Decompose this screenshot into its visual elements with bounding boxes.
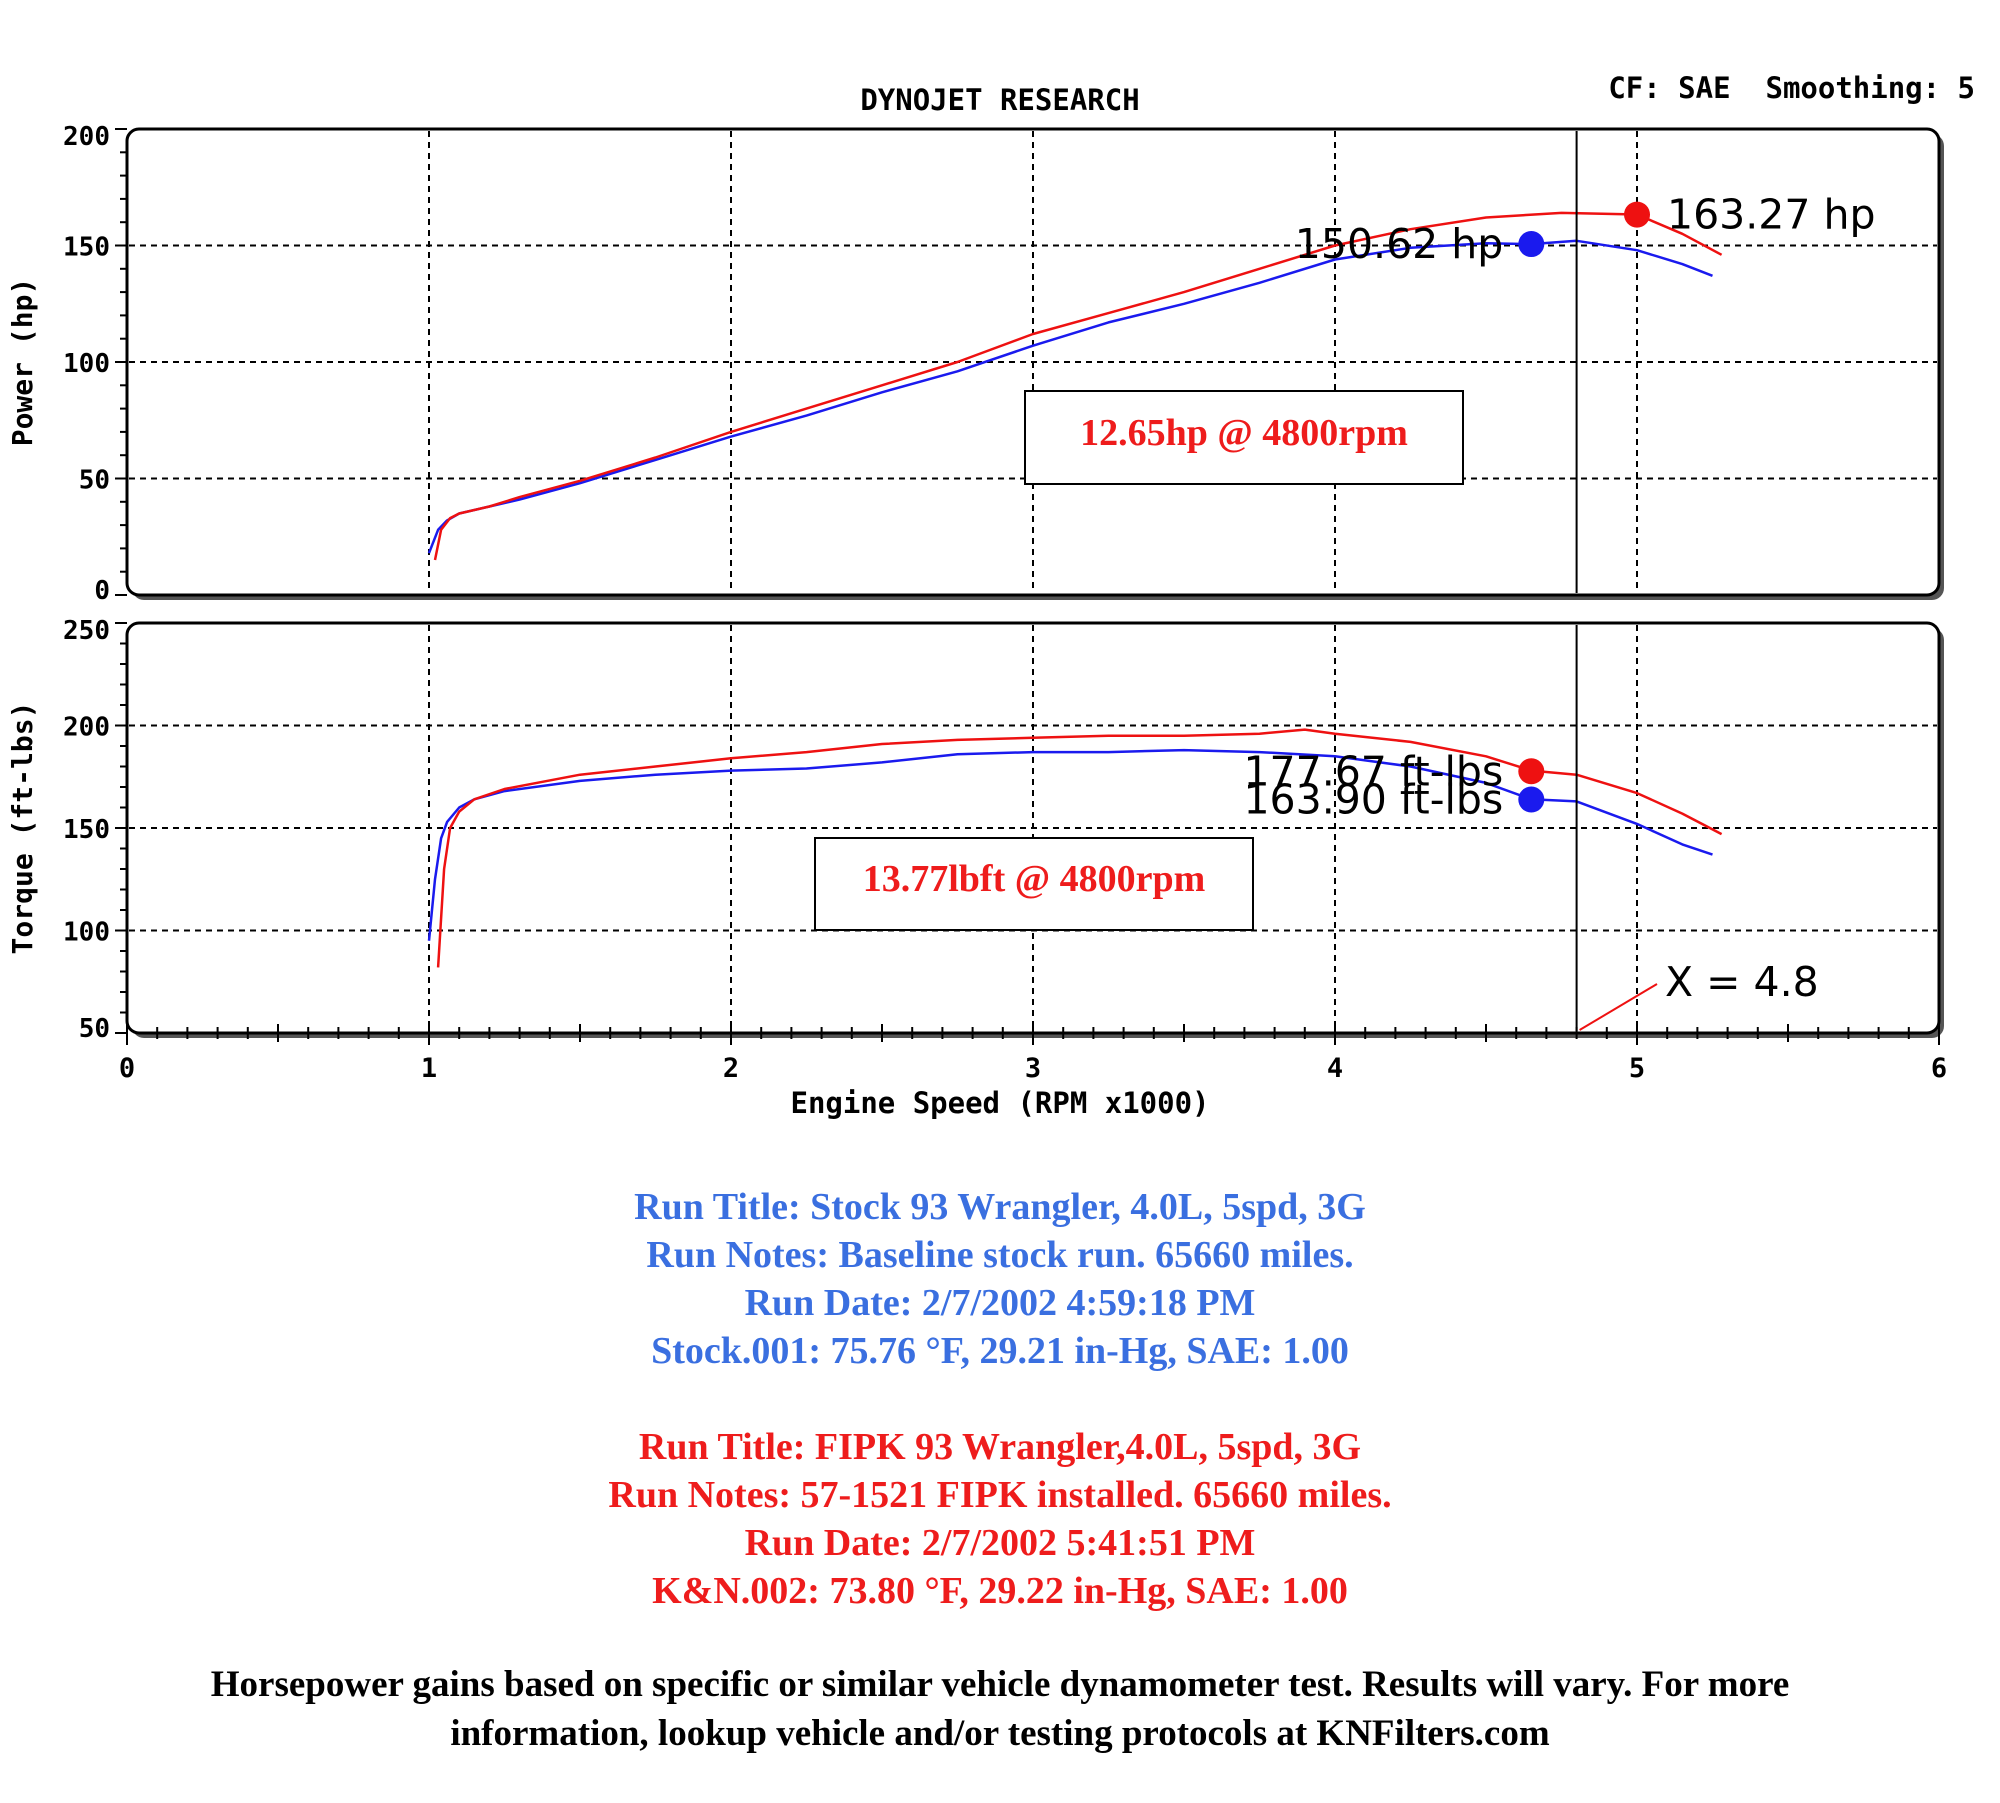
stock-run-title: Run Title: Stock 93 Wrangler, 4.0L, 5spd…	[634, 1186, 1366, 1228]
chart-title: DYNOJET RESEARCH	[860, 83, 1139, 117]
stock-run-notes-text: Run Notes: Baseline stock run. 65660 mil…	[646, 1234, 1354, 1276]
disclaimer: Horsepower gains based on specific or si…	[0, 1660, 2000, 1758]
power-marker-dot	[1518, 231, 1545, 258]
power-y-axis: 0 50 100 150 200	[63, 122, 127, 606]
stock-run-date: Run Date: 2/7/2002 4:59:18 PM	[744, 1282, 1256, 1324]
x-tick-label: 2	[723, 1053, 739, 1084]
cursor-group: X = 4.8	[1575, 131, 1819, 1031]
dyno-chart: DYNOJET RESEARCH CF: SAE Smoothing: 5 05…	[6, 71, 1975, 1120]
torque-marker-label-left: 177.67 ft-lbs	[1243, 747, 1503, 795]
torque-y-axis-label: Torque (ft-lbs)	[6, 702, 39, 955]
power-markers-group: 150.62 hp 163.27 hp	[1295, 191, 1876, 268]
torque-gain-box	[814, 837, 1254, 931]
power-series-line-fipk	[433, 211, 1723, 561]
disclaimer-line-2: information, lookup vehicle and/or testi…	[450, 1713, 1550, 1754]
power-y-tick-label: 50	[79, 466, 110, 496]
x-tick-label: 6	[1931, 1053, 1947, 1084]
power-y-tick-label: 0	[94, 576, 110, 606]
torque-y-tick-label: 250	[63, 616, 110, 646]
torque-marker-dot	[1518, 786, 1545, 813]
x-tick-label: 0	[119, 1053, 135, 1084]
torque-y-tick-label: 200	[63, 713, 110, 743]
fipk-run-notes: Run Title: FIPK 93 Wrangler,4.0L, 5spd, …	[0, 1423, 2000, 1615]
fipk-run-conditions: K&N.002: 73.80 °F, 29.22 in-Hg, SAE: 1.0…	[652, 1570, 1348, 1612]
fipk-run-title: Run Title: FIPK 93 Wrangler,4.0L, 5spd, …	[638, 1426, 1362, 1468]
x-axis: 0 1 2 3 4 5 6	[119, 1021, 1947, 1084]
torque-marker-label-left: 163.90 ft-lbs	[1243, 776, 1503, 824]
power-y-tick-label: 100	[63, 349, 110, 379]
x-tick-label: 4	[1327, 1053, 1343, 1084]
power-y-tick-label: 150	[63, 233, 110, 263]
power-y-tick-label: 200	[63, 122, 110, 152]
chart-settings: CF: SAE Smoothing: 5	[1608, 71, 1975, 105]
x-tick-label: 1	[421, 1053, 437, 1084]
power-marker-label: 163.27 hp	[1667, 191, 1876, 239]
cursor-pointer-line	[1579, 983, 1658, 1031]
torque-gain-annotation: 13.77lbft @ 4800rpm	[863, 858, 1206, 900]
fipk-run-date: Run Date: 2/7/2002 5:41:51 PM	[744, 1522, 1256, 1564]
x-tick-label: 3	[1025, 1053, 1041, 1084]
disclaimer-line-1: Horsepower gains based on specific or si…	[210, 1664, 1790, 1705]
power-marker-label-left: 150.62 hp	[1295, 220, 1504, 268]
power-marker-dot	[1624, 201, 1650, 228]
torque-y-axis: 50 100 150 200 250	[63, 616, 127, 1044]
stock-run-conditions: Stock.001: 75.76 °F, 29.21 in-Hg, SAE: 1…	[651, 1330, 1349, 1372]
x-axis-label: Engine Speed (RPM x1000)	[790, 1086, 1209, 1120]
power-y-axis-label: Power (hp)	[6, 278, 39, 447]
hp-gain-box	[1024, 390, 1464, 485]
torque-y-tick-label: 50	[79, 1014, 110, 1044]
cursor-label: X = 4.8	[1665, 958, 1819, 1006]
torque-y-tick-label: 150	[63, 815, 110, 845]
hp-gain-annotation: 12.65hp @ 4800rpm	[1080, 412, 1408, 454]
torque-y-tick-label: 100	[63, 918, 110, 948]
fipk-run-notes-text: Run Notes: 57-1521 FIPK installed. 65660…	[608, 1474, 1392, 1516]
torque-marker-dot	[1518, 758, 1545, 785]
stock-run-notes: Run Title: Stock 93 Wrangler, 4.0L, 5spd…	[0, 1183, 2000, 1375]
power-panel: 0 50 100 150 200 Power (hp) 150.62 hp 163.27 …	[6, 122, 1944, 606]
torque-panel: 50 100 150 200 250 Torque (ft-lbs) 177.67 ft…	[6, 616, 1944, 1044]
x-tick-label: 5	[1629, 1053, 1645, 1084]
